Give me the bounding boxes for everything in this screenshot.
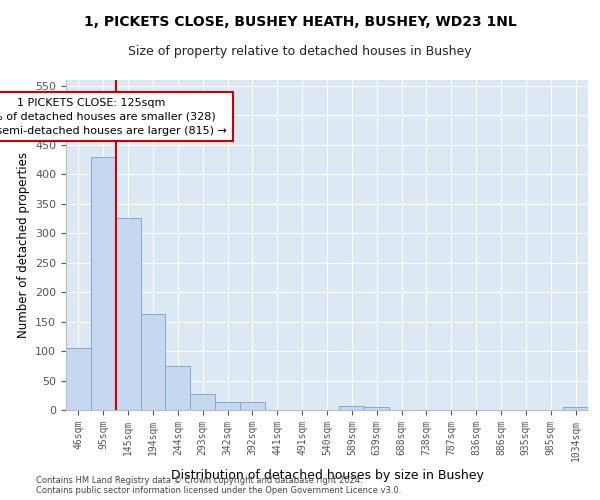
Y-axis label: Number of detached properties: Number of detached properties	[17, 152, 29, 338]
Bar	[91, 156, 116, 410]
Bar	[563, 407, 588, 410]
Bar	[140, 314, 166, 410]
Text: 1, PICKETS CLOSE, BUSHEY HEATH, BUSHEY, WD23 1NL: 1, PICKETS CLOSE, BUSHEY HEATH, BUSHEY, …	[83, 15, 517, 29]
Text: Contains HM Land Registry data © Crown copyright and database right 2024.: Contains HM Land Registry data © Crown c…	[36, 476, 362, 485]
X-axis label: Distribution of detached houses by size in Bushey: Distribution of detached houses by size …	[170, 469, 484, 482]
Bar	[116, 218, 140, 410]
Bar	[340, 406, 364, 410]
Bar	[215, 402, 240, 410]
Bar	[364, 407, 389, 410]
Text: Size of property relative to detached houses in Bushey: Size of property relative to detached ho…	[128, 45, 472, 58]
Text: 1 PICKETS CLOSE: 125sqm
← 29% of detached houses are smaller (328)
71% of semi-d: 1 PICKETS CLOSE: 125sqm ← 29% of detache…	[0, 98, 227, 136]
Bar	[240, 402, 265, 410]
Bar	[190, 394, 215, 410]
Bar	[166, 366, 190, 410]
Text: Contains public sector information licensed under the Open Government Licence v3: Contains public sector information licen…	[36, 486, 401, 495]
Bar	[66, 348, 91, 410]
